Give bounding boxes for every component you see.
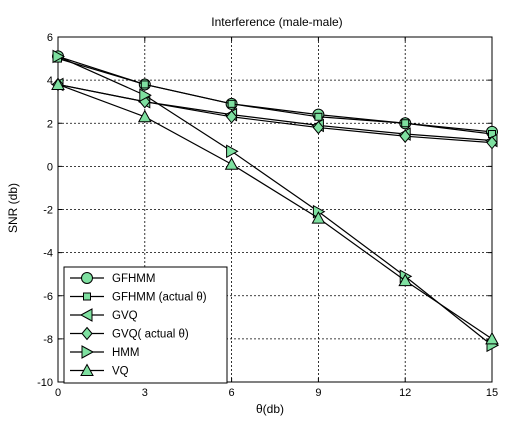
data-point <box>398 273 413 287</box>
x-tick-label: 12 <box>399 387 411 399</box>
legend-label: VQ <box>112 366 129 378</box>
data-point <box>137 109 152 123</box>
legend-label: GFHMM (actual θ) <box>112 292 207 304</box>
legend: GFHMM GFHMM (actual θ) GVQ GVQ( actual θ) HM… <box>63 266 228 384</box>
y-tick-label: -4 <box>43 248 53 260</box>
y-tick-label: 2 <box>47 118 53 130</box>
series-4 <box>52 77 498 150</box>
legend-item: GVQ <box>70 308 138 322</box>
data-point <box>139 88 152 103</box>
y-axis-title: SNR (db) <box>6 183 20 233</box>
legend-marker <box>81 272 93 284</box>
legend-marker <box>80 363 94 376</box>
data-point <box>485 331 499 345</box>
series-6 <box>51 77 499 345</box>
data-point <box>311 211 326 224</box>
y-tick-label: 4 <box>47 75 53 87</box>
x-tick-label: 6 <box>229 387 235 399</box>
y-tick-label: 6 <box>47 32 53 44</box>
data-point <box>52 49 66 64</box>
data-point <box>399 129 411 143</box>
series-line <box>57 83 493 340</box>
series-3 <box>50 77 498 148</box>
legend-label: GVQ( actual θ) <box>112 329 189 341</box>
x-tick-label: 3 <box>142 387 148 399</box>
series-group <box>50 49 500 353</box>
legend-box <box>63 266 228 384</box>
legend-label: HMM <box>112 347 139 359</box>
y-tick-label: -6 <box>43 291 53 303</box>
legend-item: HMM <box>70 345 139 359</box>
legend-marker <box>79 308 93 322</box>
data-point <box>312 120 325 135</box>
series-line <box>57 83 493 142</box>
data-point <box>140 80 149 89</box>
legend-marker <box>81 345 95 359</box>
y-tick-label: -8 <box>43 334 53 346</box>
data-point <box>226 144 239 159</box>
axis-ticks: 0 3 6 9 12 15 -10 -8 -6 -4 -2 0 2 4 6 <box>37 32 498 399</box>
legend-marker <box>83 292 91 301</box>
series-1 <box>52 50 498 138</box>
series-line <box>57 57 493 135</box>
legend-label: GFHMM <box>112 273 155 285</box>
legend-item: VQ <box>70 363 129 378</box>
y-tick-label: -2 <box>43 205 53 217</box>
x-tick-label: 15 <box>486 387 498 399</box>
legend-item: GVQ( actual θ) <box>70 326 189 341</box>
y-tick-label: 0 <box>47 161 53 173</box>
series-line <box>57 83 493 144</box>
data-point <box>227 99 236 108</box>
grid <box>58 37 492 382</box>
legend-item: GFHMM <box>70 272 155 285</box>
data-point <box>224 157 239 170</box>
data-point <box>486 135 498 150</box>
legend-item: GFHMM (actual θ) <box>70 292 207 304</box>
series-line <box>57 55 493 346</box>
data-point <box>51 77 65 90</box>
legend-label: GVQ <box>112 310 138 322</box>
data-point <box>225 110 238 124</box>
x-tick-label: 9 <box>315 387 321 399</box>
legend-marker <box>81 326 93 341</box>
data-point <box>401 119 410 128</box>
y-tick-label: -10 <box>37 377 53 389</box>
data-point <box>314 112 323 121</box>
chart-title: Interference (male-male) <box>211 15 342 29</box>
x-tick-label: 0 <box>55 387 61 399</box>
x-axis-title: θ(db) <box>256 402 284 416</box>
